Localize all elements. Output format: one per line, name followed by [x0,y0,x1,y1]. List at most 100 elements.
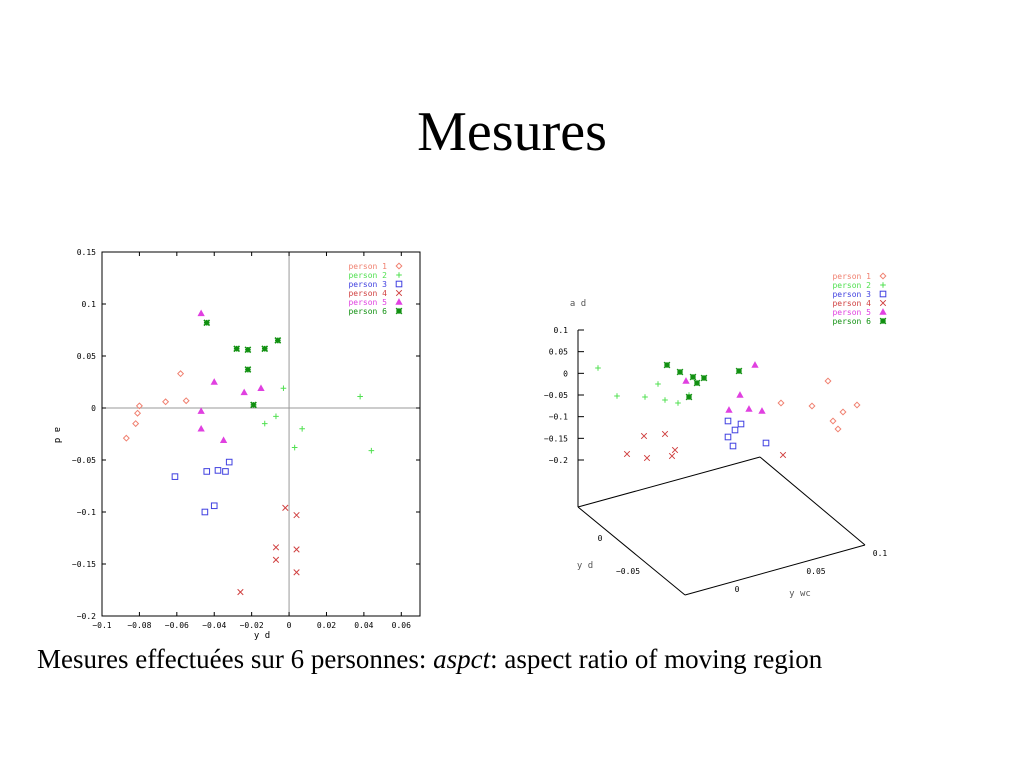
slide-title: Mesures [417,101,607,163]
data-point [237,588,244,596]
legend-label: person 5 [348,298,387,307]
data-point [244,346,252,354]
y-tick-label: −0.2 [77,612,96,621]
y-tick-label: −0.15 [72,560,96,569]
plot-frame [101,251,421,617]
data-point [261,345,269,353]
legend-marker [396,272,402,278]
legend-label: person 3 [348,280,387,289]
data-point [661,430,669,438]
legend-label: person 3 [832,290,871,299]
data-point [197,309,205,317]
data-point [272,556,280,563]
data-point [824,377,832,385]
data-point [171,473,179,480]
caption-prefix: Mesures effectuées sur 6 personnes: [37,644,434,674]
data-point [751,361,759,368]
data-point [282,504,289,511]
data-point [777,399,785,407]
legend-label: person 1 [832,272,871,281]
data-point [222,468,229,475]
x-tick-label: −0.02 [240,621,264,630]
y-tick-label: 0.1 [82,300,97,309]
data-point [735,367,743,375]
data-point [642,394,648,400]
data-point [244,366,252,373]
data-point [731,426,739,434]
y-tick-label: 0 [91,404,96,413]
legend-label: person 2 [832,281,871,290]
data-point [357,393,363,400]
data-point [595,365,601,371]
data-point [203,319,211,327]
data-point [725,406,733,413]
data-point [655,381,661,387]
data-point [368,447,375,454]
y-tick-label: −0.1 [77,508,96,517]
data-point [250,401,257,409]
y-axis-label-3d: y d [577,561,593,571]
data-point [685,393,693,401]
legend-marker [395,298,403,305]
legend-marker [395,289,403,297]
data-point [700,374,708,382]
base-edge-back-left [577,456,761,508]
data-point [177,370,185,378]
x-tick-label: −0.04 [202,621,226,630]
data-point [724,417,732,425]
data-point [758,407,766,414]
data-point [808,402,816,410]
y-tick-label: −0.05 [72,456,96,465]
data-point [829,417,837,425]
data-point [839,408,847,416]
base-edge-front-left [577,506,686,596]
legend-marker [395,280,403,288]
legend-label: person 4 [348,289,387,298]
data-point [122,434,130,442]
data-point [614,393,620,399]
x3d-tick-label: 0 [735,585,740,594]
x-tick-label: 0.02 [317,621,336,630]
data-point [203,468,211,475]
data-point [197,424,205,432]
data-point [201,508,209,516]
data-point [291,444,298,451]
data-point [745,405,753,412]
data-point [134,409,142,417]
x-tick-label: −0.08 [127,621,151,630]
legend-marker [879,308,887,315]
data-point [682,377,690,384]
data-point [293,546,300,553]
legend-label: person 4 [832,299,871,308]
data-point [671,446,679,454]
data-point [272,544,280,551]
legend-marker [879,290,887,298]
data-point [663,361,671,369]
scatter-chart-2d: −0.1 −0.08 −0.06 −0.04 −0.02 0 0.02 0.04 0.06 −0.… [52,248,421,641]
data-point [724,433,732,441]
legend-marker [880,282,886,288]
data-point [640,432,648,440]
data-point [197,407,205,414]
data-point [834,425,842,433]
z-tick-label: −0.05 [544,391,568,400]
data-point [686,392,692,398]
z-tick-label: 0.1 [554,326,569,335]
legend-marker [879,299,887,307]
data-point [225,458,233,466]
base-edge-front-right [684,544,866,596]
data-point [257,384,265,391]
x3d-tick-label: 0.05 [806,567,825,576]
y3d-tick-label: 0 [598,534,603,543]
z-tick-label: −0.1 [549,413,568,422]
legend-label: person 6 [832,317,871,326]
data-point [293,569,300,576]
data-point [853,401,861,409]
x-tick-label: 0.04 [354,621,373,630]
slide-caption: Mesures effectuées sur 6 personnes: aspc… [37,644,822,675]
data-point [762,439,770,447]
x-tick-label: −0.1 [92,621,111,630]
data-point [280,385,287,392]
data-point [299,426,305,432]
legend-marker [395,307,403,315]
